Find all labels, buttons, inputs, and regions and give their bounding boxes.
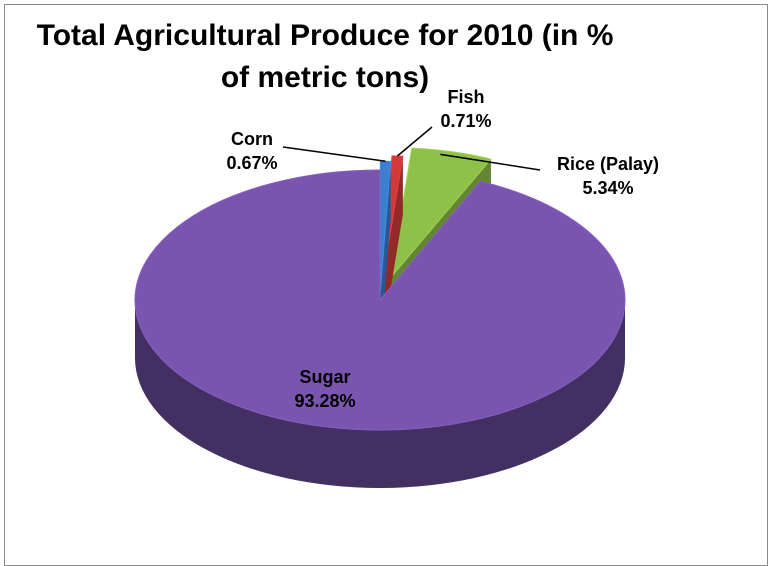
data-label-sugar-line: Sugar <box>299 367 350 387</box>
leader-line-rice <box>440 153 541 171</box>
chart-title: Total Agricultural Produce for 2010 (in … <box>5 15 645 99</box>
data-label-sugar-line: 93.28% <box>294 391 355 411</box>
chart-title-line-1: Total Agricultural Produce for 2010 (in … <box>36 19 614 52</box>
chart-title-line-2: of metric tons) <box>220 61 430 94</box>
data-label-sugar: Sugar 93.28% <box>294 367 355 411</box>
data-label-corn-line: Corn <box>231 129 273 149</box>
slice-sugar <box>134 169 626 488</box>
slice-top <box>389 147 492 280</box>
data-label-rice-line: Rice (Palay) <box>557 154 659 174</box>
slice-top <box>134 169 626 431</box>
data-label-corn-line: 0.67% <box>226 153 277 173</box>
leader-line-corn <box>282 146 386 162</box>
data-label-fish-line: 0.71% <box>440 111 491 131</box>
data-label-corn: Corn 0.67% <box>226 129 277 173</box>
leader-line-fish <box>396 126 433 157</box>
data-label-fish-line: Fish <box>447 87 484 107</box>
data-label-rice: Rice (Palay) 5.34% <box>557 154 659 198</box>
pie-chart: Sugar 93.28% Corn 0.67% Fish 0.71% Rice (Palay… <box>134 87 659 488</box>
data-label-fish: Fish 0.71% <box>440 87 491 131</box>
slice-side <box>135 300 625 488</box>
data-label-rice-line: 5.34% <box>582 178 633 198</box>
